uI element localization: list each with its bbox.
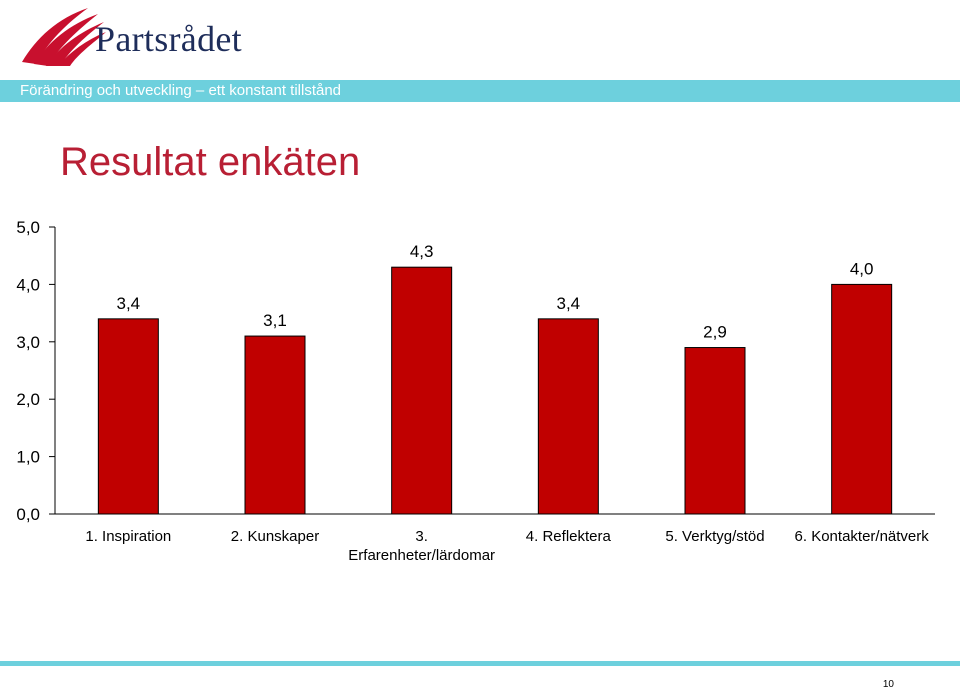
y-tick-label: 2,0 [16, 390, 40, 409]
x-category-label: 1. Inspiration [85, 528, 171, 545]
bar-value-label: 3,4 [117, 294, 141, 313]
bar-value-label: 4,0 [850, 259, 874, 278]
bar [537, 318, 599, 515]
y-tick-label: 5,0 [16, 218, 40, 237]
bar [244, 335, 306, 515]
bar [391, 266, 453, 515]
bar-value-label: 2,9 [703, 323, 727, 342]
footer-bar [0, 661, 960, 666]
bar [684, 347, 746, 515]
x-category-label: 2. Kunskaper [231, 528, 319, 545]
x-category-label: 5. Verktyg/stöd [665, 528, 764, 545]
x-category-label: Erfarenheter/lärdomar [348, 547, 495, 564]
bar-chart: 0,0 1,0 2,0 3,0 4,0 5,0 3,4 1. Inspiration 3,1 2.… [16, 218, 935, 564]
partsradet-logo-icon [22, 8, 106, 66]
bar-value-label: 4,3 [410, 242, 434, 261]
y-tick-label: 4,0 [16, 275, 40, 294]
slide-title: Resultat enkäten [60, 140, 361, 184]
banner: Förändring och utveckling – ett konstant… [0, 80, 960, 102]
bar-value-label: 3,1 [263, 311, 287, 330]
banner-text: Förändring och utveckling – ett konstant… [20, 82, 342, 99]
page-number: 10 [882, 679, 894, 690]
y-tick-label: 3,0 [16, 333, 40, 352]
x-category-label: 6. Kontakter/nätverk [795, 528, 930, 545]
bar [831, 283, 893, 515]
x-category-label: 4. Reflektera [526, 528, 612, 545]
y-tick-label: 1,0 [16, 448, 40, 467]
x-category-label: 3. [415, 528, 428, 545]
y-tick-label: 0,0 [16, 505, 40, 524]
bar-value-label: 3,4 [557, 294, 581, 313]
bar [97, 318, 159, 515]
brand-name: Partsrådet [95, 19, 242, 59]
